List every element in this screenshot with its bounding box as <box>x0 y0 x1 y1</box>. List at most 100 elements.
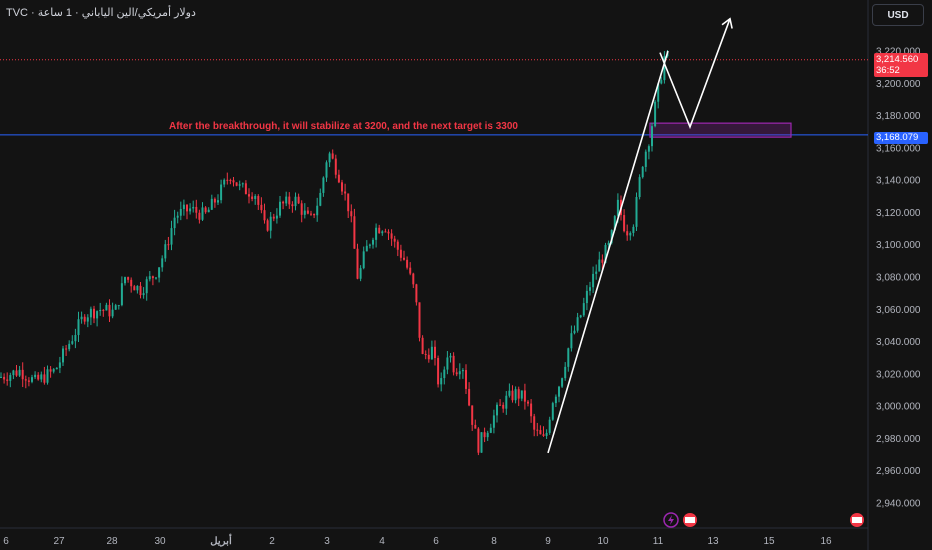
candle-body <box>610 230 613 243</box>
candle-body <box>167 244 170 246</box>
candle-body <box>18 369 21 376</box>
candle-body <box>186 204 188 212</box>
candle-body <box>241 183 244 185</box>
x-tick-label: 11 <box>653 536 664 547</box>
candle-body <box>285 196 288 204</box>
lightning-glyph-icon <box>668 515 674 525</box>
candle-body <box>387 231 390 234</box>
y-tick-label: 3,100.000 <box>876 240 921 251</box>
candle-body <box>310 213 312 215</box>
candle-body <box>164 244 167 259</box>
candle-body <box>229 179 232 181</box>
candle-body <box>55 367 58 370</box>
candle-body <box>530 403 533 417</box>
y-tick-label: 2,940.000 <box>876 499 921 510</box>
candle-body <box>564 366 567 379</box>
chart-annotation: After the breakthrough, it will stabiliz… <box>169 121 518 132</box>
candle-body <box>604 244 607 263</box>
candle-body <box>238 184 241 186</box>
candle-body <box>272 216 275 219</box>
candle-body <box>505 395 508 409</box>
x-tick-label: 6 <box>433 536 439 547</box>
candle-body <box>542 434 545 436</box>
candle-body <box>573 330 576 334</box>
y-tick-label: 3,180.000 <box>876 111 921 122</box>
candle-body <box>443 369 446 379</box>
candle-body <box>189 208 192 212</box>
x-tick-label: 30 <box>154 536 166 547</box>
x-tick-label: 3 <box>324 536 330 547</box>
candle-body <box>452 355 455 373</box>
candle-body <box>427 354 430 360</box>
candle-body <box>93 308 95 319</box>
y-tick-label: 3,000.000 <box>876 402 921 413</box>
candle-body <box>582 303 585 316</box>
candle-body <box>151 276 154 279</box>
candle-body <box>313 213 316 216</box>
candle-body <box>210 198 213 210</box>
candle-body <box>626 231 629 236</box>
candle-body <box>58 362 61 368</box>
x-tick-label: 10 <box>597 536 609 547</box>
trend-line <box>547 50 669 454</box>
candle-body <box>120 283 123 306</box>
candle-body <box>601 259 604 263</box>
candle-body <box>492 415 495 428</box>
candle-body <box>263 210 266 221</box>
candle-body <box>176 215 179 218</box>
candle-body <box>232 180 235 183</box>
us-flag-stripe-icon <box>852 517 862 523</box>
candle-body <box>585 290 588 304</box>
candle-body <box>616 199 619 217</box>
candle-body <box>319 192 322 206</box>
candle-body <box>477 428 480 453</box>
candle-body <box>378 227 381 234</box>
candle-body <box>406 259 409 268</box>
candle-countdown: 36:52 <box>876 65 900 76</box>
candle-body <box>403 257 405 260</box>
candle-body <box>657 83 660 102</box>
candle-body <box>375 227 378 240</box>
candle-body <box>629 232 632 236</box>
x-tick-label: 16 <box>820 536 832 547</box>
candle-body <box>595 271 598 274</box>
candle-body <box>362 251 365 269</box>
candle-body <box>282 201 285 204</box>
candle-body <box>80 316 83 320</box>
candle-body <box>589 287 591 291</box>
candle-body <box>514 389 517 401</box>
candle-body <box>365 245 368 252</box>
candle-body <box>384 231 387 233</box>
candle-body <box>322 177 325 193</box>
candle-body <box>12 370 15 376</box>
candle-body <box>381 231 384 234</box>
candle-body <box>440 378 443 385</box>
currency-button[interactable]: USD <box>872 4 924 26</box>
candle-body <box>458 371 461 375</box>
y-tick-label: 3,120.000 <box>876 208 921 219</box>
candle-body <box>83 316 86 322</box>
candle-body <box>607 242 610 245</box>
y-tick-label: 3,140.000 <box>876 176 921 187</box>
candle-body <box>579 315 582 318</box>
candle-body <box>300 203 303 215</box>
candle-body <box>496 404 498 416</box>
candle-body <box>347 193 350 212</box>
candle-body <box>99 309 102 312</box>
candle-body <box>421 337 424 354</box>
candle-body <box>192 206 195 209</box>
candle-body <box>390 233 393 239</box>
candle-body <box>641 166 644 178</box>
candle-body <box>148 276 151 280</box>
candle-body <box>142 293 145 296</box>
y-tick-label: 3,080.000 <box>876 273 921 284</box>
candle-body <box>548 419 551 433</box>
target-zone <box>649 122 792 138</box>
candle-body <box>291 204 294 207</box>
candle-body <box>260 204 263 211</box>
candle-body <box>275 215 278 219</box>
candle-body <box>344 191 347 194</box>
candle-body <box>499 404 502 406</box>
candle-body <box>179 208 182 216</box>
